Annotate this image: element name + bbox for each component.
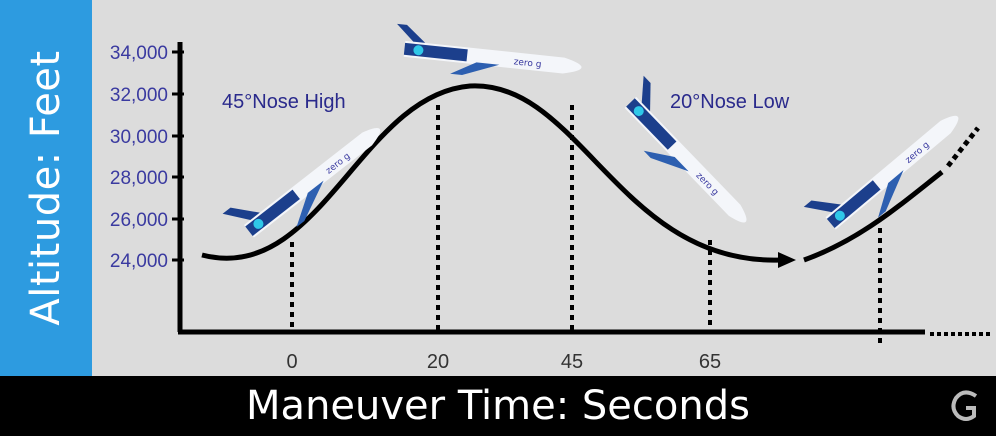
y-axis-title: Altitude: Feet (23, 50, 69, 326)
nose-high-annotation: 45°Nose High (222, 91, 346, 113)
x-axis-band: Maneuver Time: Seconds (0, 376, 996, 436)
y-axis-band: Altitude: Feet (0, 0, 92, 376)
x-tick-label: 45 (561, 351, 583, 373)
aircraft-livery: zero g (513, 57, 542, 70)
flight-path-curve-next (803, 170, 944, 263)
y-tick-label: 32,000 (110, 85, 168, 106)
aircraft-icon: zero g (803, 115, 959, 230)
flight-path-curve (201, 83, 781, 263)
x-tick-label: 65 (699, 351, 721, 373)
y-tick-marks (172, 50, 184, 262)
time-markers (290, 105, 882, 346)
y-tick-label: 26,000 (110, 210, 168, 231)
logo-icon (951, 390, 978, 421)
y-tick-label: 28,000 (110, 168, 168, 189)
y-tick-label: 30,000 (110, 127, 168, 148)
aircraft-icon: zero g (222, 128, 381, 238)
flight-path-continuation (946, 126, 980, 168)
diagram-graphics: 34,000 32,000 30,000 28,000 26,000 24,00… (110, 23, 990, 373)
flight-path-arrowhead (778, 252, 796, 268)
y-tick-label: 34,000 (110, 43, 168, 64)
nose-low-annotation: 20°Nose Low (670, 91, 790, 113)
aircraft-icon: zero g (397, 23, 582, 75)
x-axis-title: Maneuver Time: Seconds (246, 383, 750, 429)
x-tick-label: 20 (427, 351, 449, 373)
x-tick-label: 0 (286, 351, 297, 373)
y-tick-label: 24,000 (110, 251, 168, 272)
